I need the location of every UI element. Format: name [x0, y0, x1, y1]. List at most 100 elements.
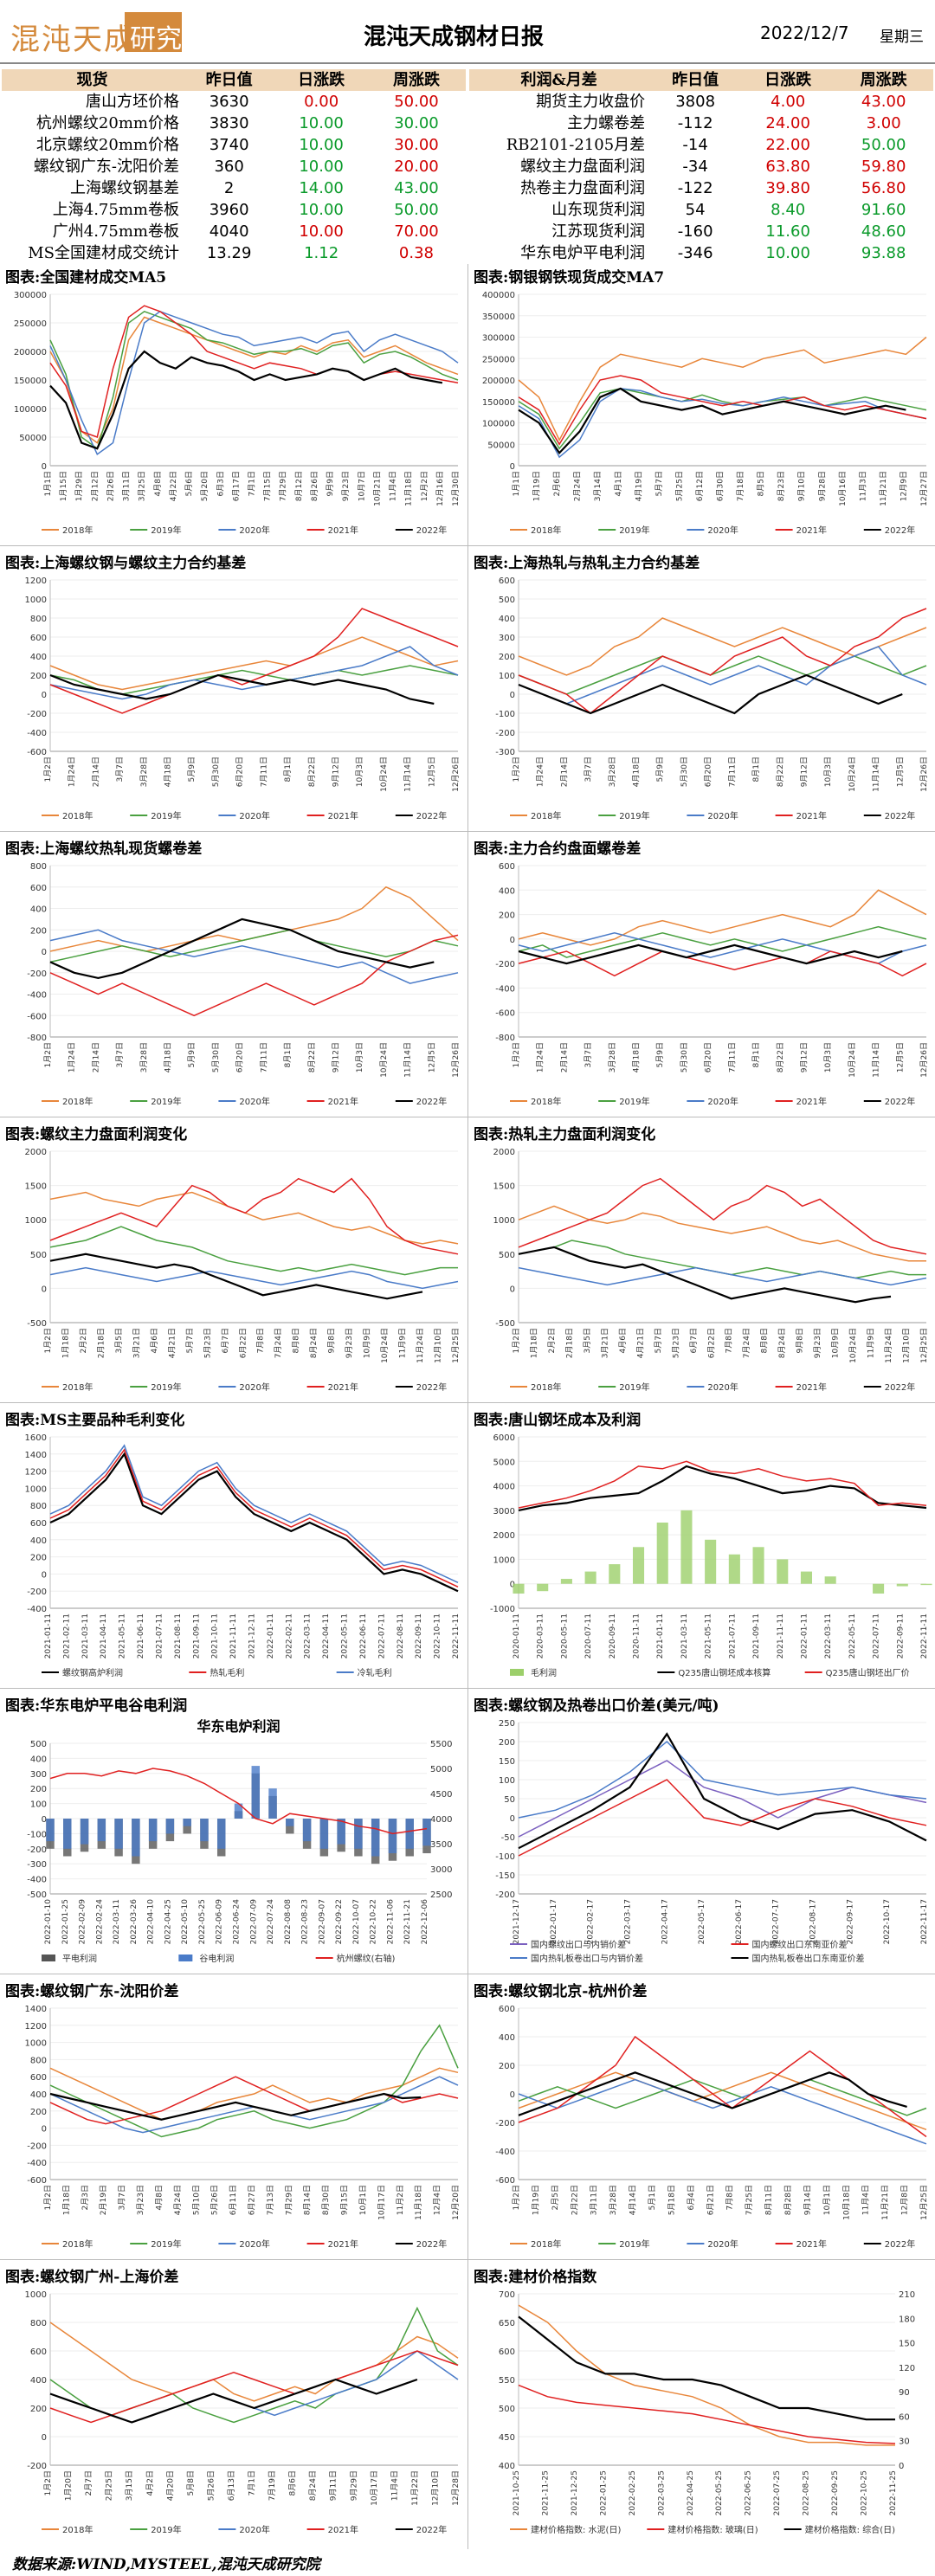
- chart-subtitle: 华东电炉利润: [197, 1718, 280, 1735]
- y-tick-label: 400: [499, 886, 515, 896]
- y-tick-label: -400: [495, 984, 515, 994]
- x-tick-label: 2022-06-09: [216, 1899, 224, 1945]
- bar-谷电利润: [354, 1819, 363, 1849]
- x-tick-label: 12月25日: [451, 1328, 461, 1363]
- row-value: 3830: [209, 114, 249, 132]
- bar-毛利润: [584, 1571, 596, 1584]
- chart-panel-c14: 图表:螺纹钢北京-杭州价差 -600 -400 -200 0 200 400 600 1月2日 1…: [470, 1979, 935, 2257]
- x-tick-label: 3月7日: [584, 1042, 593, 1067]
- chart-panel-c5: 图表:上海螺纹热轧现货螺卷差 -800 -600 -400 -200 0 200 400 600…: [2, 836, 467, 1115]
- legend-label: 平电利润: [62, 1953, 97, 1964]
- y-tick-label: 400: [499, 2462, 515, 2471]
- series-line-2019年: [49, 929, 459, 963]
- day-change: 22.00: [765, 136, 810, 154]
- x-tick-label: 10月9日: [363, 1328, 372, 1358]
- y2-tick-label: 90: [899, 2388, 910, 2398]
- series-line-2020年: [49, 1266, 459, 1290]
- profit-row: 期货主力收盘价 3808 4.00 43.00: [469, 91, 933, 113]
- x-tick-label: 8月30日: [321, 2185, 331, 2215]
- x-tick-label: 2021-10-11: [211, 1613, 220, 1658]
- y-tick-label: 1000: [25, 1484, 47, 1494]
- series-line-2022年: [49, 350, 443, 450]
- x-tick-label: 8月6日: [288, 2470, 298, 2496]
- profit-header-cell: 昨日值: [648, 69, 743, 91]
- x-tick-label: 11月14日: [403, 1042, 413, 1078]
- x-tick-label: 3月28日: [608, 1042, 617, 1072]
- y-tick-label: 150: [499, 1757, 515, 1767]
- x-tick-label: 12月16日: [435, 471, 445, 506]
- x-tick-label: 2月3日: [81, 2185, 90, 2210]
- y2-tick-label: 120: [899, 2364, 915, 2373]
- chart-title: 图表:上海热轧与热轧主力合约基差: [474, 555, 700, 572]
- x-tick-label: 9月11日: [329, 2470, 339, 2501]
- legend-label: 2019年: [619, 810, 649, 821]
- x-tick-label: 9月23日: [341, 471, 351, 501]
- row-value: 3630: [209, 93, 249, 111]
- x-tick-label: 8月24日: [309, 1328, 319, 1358]
- x-tick-label: 12月25日: [919, 1328, 929, 1363]
- x-tick-label: 3月25日: [138, 471, 147, 501]
- x-tick-label: 2022-08-08: [284, 1899, 293, 1945]
- x-tick-label: 3月28日: [139, 757, 149, 787]
- x-tick-label: 4月8日: [154, 2185, 164, 2210]
- y-tick-label: 500: [30, 1251, 47, 1260]
- y-tick-label: -400: [27, 1605, 47, 1614]
- x-tick-label: 9月29日: [349, 2470, 358, 2501]
- x-tick-label: 1月18日: [61, 2185, 71, 2215]
- x-tick-label: 5月8日: [186, 2470, 196, 2496]
- x-tick-label: 1月2日: [43, 2470, 53, 2496]
- y2-tick-label: 60: [899, 2412, 910, 2422]
- y2-tick-label: 3000: [430, 1865, 452, 1875]
- y-tick-label: 600: [499, 2347, 515, 2357]
- x-tick-label: 9月9日: [326, 471, 335, 496]
- x-tick-label: 7月15日: [263, 471, 273, 501]
- legend-swatch: [510, 1669, 524, 1676]
- y-tick-label: -600: [27, 748, 47, 757]
- row-label: 期货主力收盘价: [536, 93, 646, 111]
- week-change: 59.80: [861, 158, 906, 176]
- chart-svg: -400 -200 0 200 400 600 800 1000 1200 1400 1600 202…: [25, 1433, 461, 1678]
- x-tick-label: 1月15日: [59, 471, 68, 501]
- bar-谷电利润: [422, 1819, 431, 1846]
- y-tick-label: -100: [27, 1830, 47, 1839]
- x-tick-label: 2022-09-17: [846, 1899, 854, 1944]
- x-tick-label: 1月2日: [512, 1328, 521, 1353]
- spot-row: MS全国建材成交统计 13.29 1.12 0.38: [2, 242, 466, 264]
- spot-row: 广州4.75mm卷板 4040 10.00 70.00: [2, 221, 466, 242]
- x-tick-label: 10月24日: [379, 1042, 389, 1078]
- week-change: 3.00: [866, 114, 901, 132]
- series-line-2019年: [518, 655, 927, 695]
- x-tick-label: 6月12日: [695, 471, 705, 501]
- y-tick-label: 0: [510, 691, 515, 700]
- x-tick-label: 5月26日: [210, 2185, 220, 2215]
- x-tick-label: 8月1日: [283, 1042, 293, 1067]
- y-tick-label: 0: [510, 1285, 515, 1294]
- x-tick-label: 2022-08-17: [809, 1899, 818, 1944]
- row-divider: [0, 831, 935, 832]
- x-tick-label: 4月19日: [634, 471, 643, 501]
- y2-tick-label: 5000: [430, 1765, 452, 1774]
- y2-tick-label: 30: [899, 2438, 910, 2447]
- x-tick-label: 3月11日: [122, 471, 132, 501]
- x-tick-label: 2021-07-11: [728, 1613, 737, 1658]
- x-tick-label: 7月24日: [742, 1328, 751, 1358]
- report-header: 混沌天成 研究院 混沌天成钢材日报 2022/12/7 星期三: [0, 0, 935, 64]
- profit-header-cell: 日涨跌: [742, 69, 835, 91]
- logo: 混沌天成 研究院: [3, 5, 208, 57]
- y-tick-label: -600: [495, 2176, 515, 2186]
- x-tick-label: 2月12日: [90, 471, 100, 501]
- x-tick-label: 2022-10-17: [883, 1899, 892, 1944]
- x-tick-label: 10月24日: [380, 1328, 390, 1363]
- legend-label: 2022年: [885, 810, 915, 821]
- bar-谷电利润: [268, 1788, 277, 1819]
- x-tick-label: 10月1日: [358, 2185, 368, 2215]
- x-tick-label: 1月2日: [512, 1042, 521, 1067]
- x-tick-label: 11月24日: [416, 1328, 425, 1363]
- series-line-2020年: [518, 388, 927, 459]
- bar-谷电利润: [114, 1819, 123, 1849]
- bar-谷电利润: [80, 1819, 89, 1845]
- spot-row: 北京螺纹20mm价格 3740 10.00 30.00: [2, 134, 466, 156]
- y-tick-label: 1200: [25, 576, 47, 586]
- day-change: 10.00: [299, 158, 344, 176]
- chart-title: 图表:MS主要品种毛利变化: [5, 1412, 185, 1429]
